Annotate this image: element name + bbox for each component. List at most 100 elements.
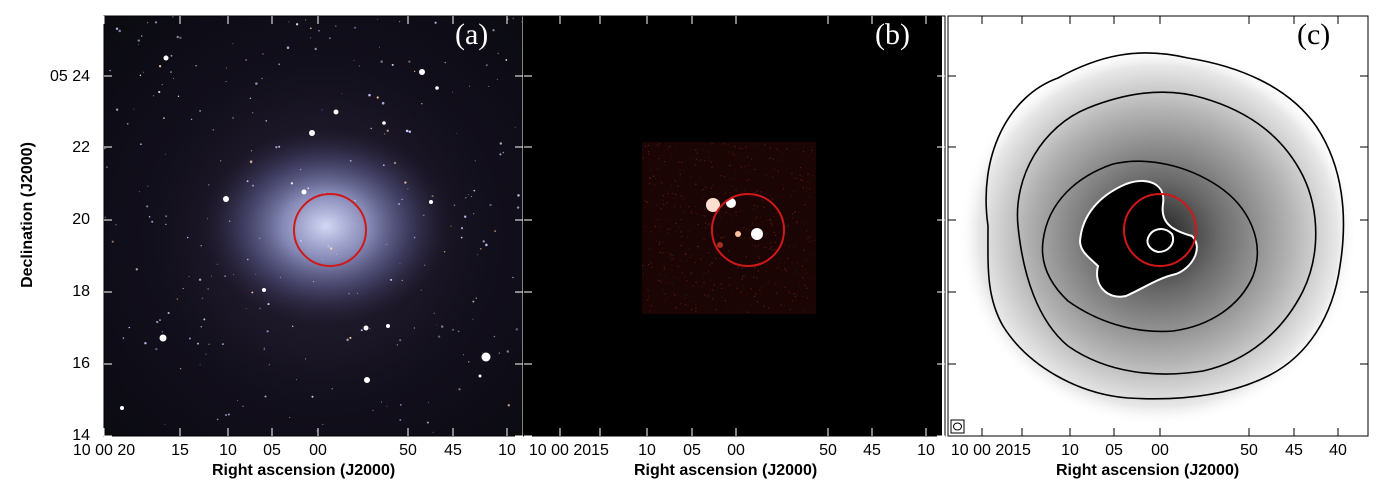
star [460, 236, 463, 239]
noise-pixel [712, 289, 714, 291]
star [261, 77, 263, 80]
noise-pixel [775, 241, 777, 244]
star [156, 320, 159, 324]
noise-pixel [687, 305, 689, 307]
noise-pixel [689, 176, 692, 178]
noise-pixel [772, 158, 774, 160]
noise-pixel [740, 166, 742, 168]
noise-pixel [658, 280, 660, 282]
panel-frame [103, 15, 524, 437]
noise-pixel [751, 244, 754, 246]
noise-pixel [736, 229, 738, 231]
bright-star [386, 324, 390, 328]
noise-pixel [729, 177, 731, 179]
noise-pixel [715, 309, 717, 311]
x-axis-title-c: Right ascension (J2000) [1056, 462, 1240, 479]
star [488, 85, 490, 87]
star [140, 143, 142, 145]
star [200, 245, 202, 247]
noise-pixel [802, 277, 804, 279]
noise-pixel [796, 221, 798, 223]
star [520, 21, 522, 23]
noise-pixel [762, 199, 764, 201]
noise-pixel [654, 224, 656, 226]
noise-pixel [695, 281, 697, 283]
noise-pixel [785, 269, 787, 272]
star [232, 117, 234, 119]
star [139, 74, 142, 77]
noise-pixel [746, 180, 748, 182]
noise-pixel [784, 268, 786, 270]
star [311, 395, 314, 398]
noise-pixel [705, 186, 707, 188]
noise-pixel [804, 269, 806, 271]
star [224, 275, 226, 278]
star [255, 82, 258, 85]
noise-pixel [737, 266, 740, 268]
emission-image-canvas [642, 142, 816, 314]
star [353, 223, 355, 225]
star [349, 159, 352, 162]
noise-pixel [703, 189, 705, 191]
star [377, 18, 378, 20]
x-tick-label: 00 [727, 442, 745, 459]
noise-pixel [735, 169, 737, 171]
noise-pixel [679, 303, 681, 305]
noise-pixel [703, 160, 706, 162]
noise-pixel [812, 278, 814, 280]
noise-pixel [679, 173, 681, 176]
noise-pixel [731, 152, 733, 154]
noise-pixel [673, 206, 675, 208]
noise-pixel [803, 146, 805, 148]
noise-pixel [761, 286, 763, 288]
noise-pixel [661, 154, 663, 157]
noise-pixel [696, 157, 698, 159]
noise-pixel [769, 242, 771, 244]
noise-pixel [811, 149, 813, 151]
noise-pixel [701, 189, 703, 191]
star [216, 418, 219, 421]
noise-pixel [749, 229, 751, 231]
contour-hole-white [1146, 228, 1174, 254]
noise-pixel [801, 265, 803, 267]
star [307, 208, 308, 210]
noise-pixel [665, 274, 667, 276]
x-axis-title-a: Right ascension (J2000) [212, 462, 396, 479]
noise-pixel [751, 222, 754, 224]
star [237, 400, 239, 402]
noise-pixel [728, 283, 730, 285]
noise-pixel [764, 144, 766, 146]
star [259, 307, 261, 310]
noise-pixel [753, 204, 755, 206]
galaxy-glow [201, 128, 451, 324]
star [386, 243, 388, 245]
noise-pixel [682, 170, 684, 172]
noise-pixel [649, 310, 651, 312]
star [468, 193, 470, 195]
noise-pixel [805, 190, 807, 192]
noise-pixel [648, 264, 650, 266]
noise-pixel [795, 299, 797, 301]
noise-pixel [751, 143, 753, 145]
bright-star [435, 86, 439, 90]
noise-pixel [793, 190, 795, 193]
star [245, 308, 247, 309]
star [233, 274, 234, 275]
noise-pixel [704, 238, 706, 240]
noise-pixel [769, 194, 772, 196]
star [225, 414, 228, 417]
star [322, 423, 324, 426]
star [464, 215, 467, 218]
x-tick-label: 45 [444, 442, 462, 459]
noise-pixel [724, 192, 727, 194]
noise-pixel [766, 175, 768, 177]
noise-pixel [709, 264, 711, 266]
star [262, 53, 264, 55]
y-axis-title: Declination (J2000) [19, 142, 36, 288]
noise-pixel [733, 154, 735, 156]
noise-pixel [782, 153, 784, 155]
star [460, 226, 464, 230]
noise-pixel [661, 182, 663, 184]
bright-star [363, 325, 369, 331]
